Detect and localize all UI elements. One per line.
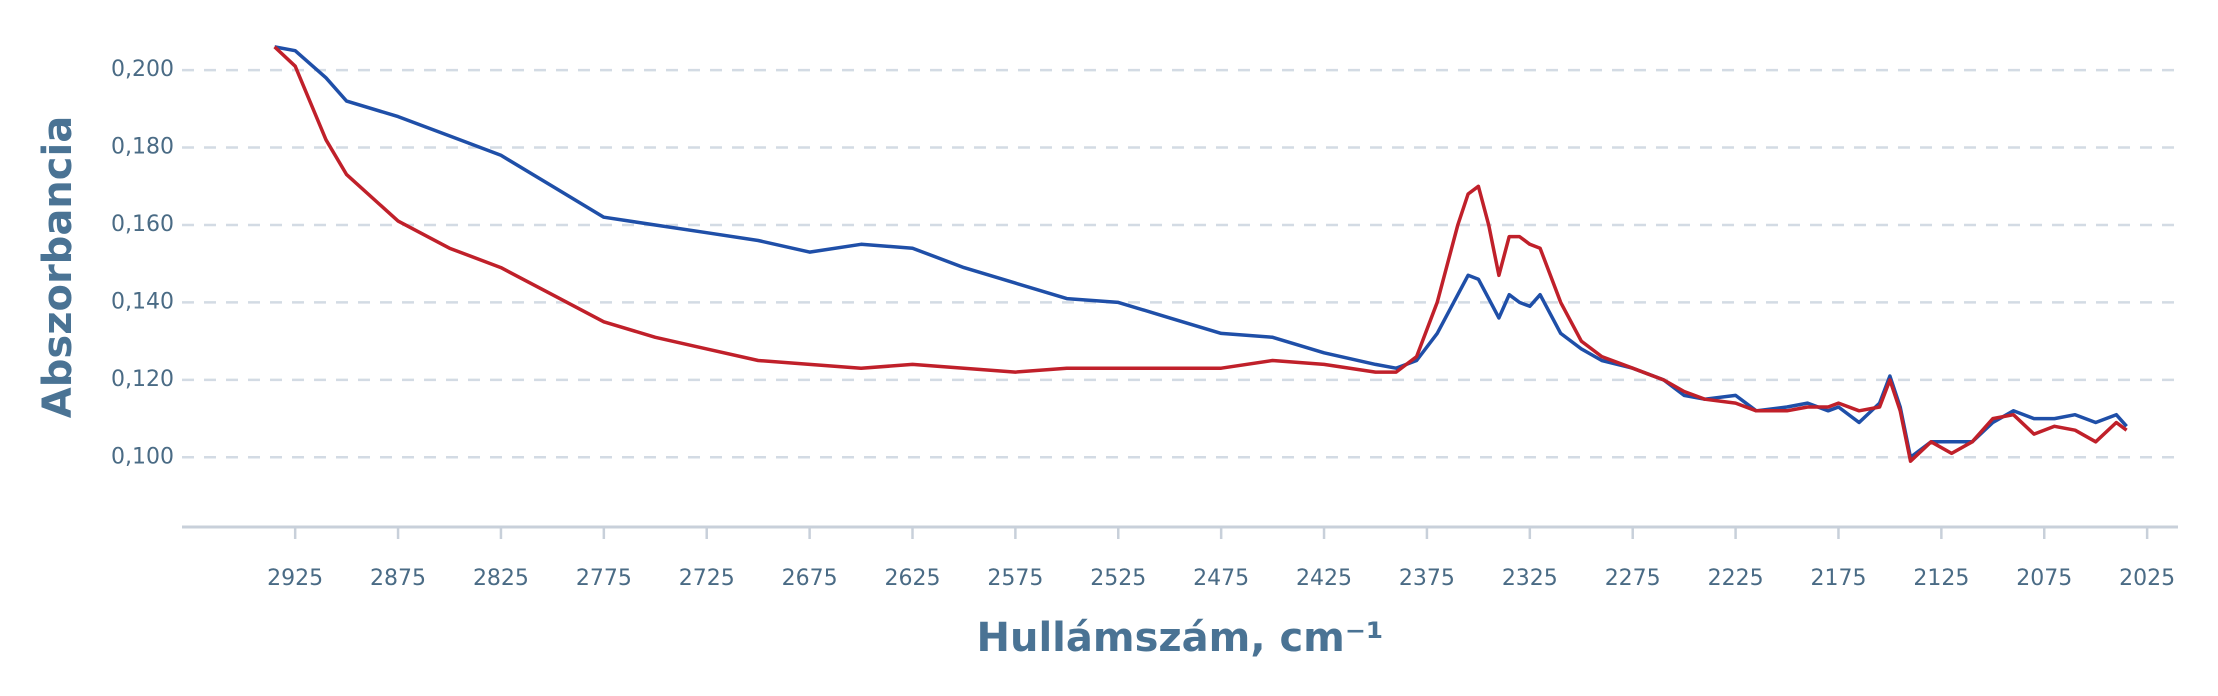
- x-tick-label: 2425: [1296, 566, 1352, 591]
- x-tick-label: 2025: [2119, 566, 2175, 591]
- x-axis-title: Hullámszám, cm⁻¹: [977, 615, 1384, 661]
- data-line: [273, 45, 2128, 463]
- x-tick-label: 2375: [1399, 566, 1455, 591]
- x-tick-label: 2525: [1090, 566, 1146, 591]
- x-tick-label: 2725: [679, 566, 735, 591]
- x-tick-label: 2775: [576, 566, 632, 591]
- x-tick-label: 2925: [267, 566, 323, 591]
- x-tick-label: 2475: [1193, 566, 1249, 591]
- x-tick-label: 2575: [987, 566, 1043, 591]
- y-tick-label: 0,120: [111, 367, 174, 392]
- x-tick-label: 2825: [473, 566, 529, 591]
- x-tick-label: 2325: [1502, 566, 1558, 591]
- y-tick-label: 0,100: [111, 444, 174, 469]
- x-tick-label: 2075: [2016, 566, 2072, 591]
- x-tick-label: 2675: [782, 566, 838, 591]
- x-tick-label: 2175: [1810, 566, 1866, 591]
- x-tick-label: 2275: [1605, 566, 1661, 591]
- y-tick-label: 0,160: [111, 212, 174, 237]
- y-tick-label: 0,140: [111, 289, 174, 314]
- x-tick-label: 2875: [370, 566, 426, 591]
- y-tick-label: 0,180: [111, 135, 174, 160]
- x-tick-label: 2125: [1913, 566, 1969, 591]
- x-tick-label: 2625: [884, 566, 940, 591]
- x-tick-label: 2225: [1708, 566, 1764, 591]
- y-axis-title: Abszorbancia: [35, 116, 81, 418]
- y-tick-label: 0,200: [111, 57, 174, 82]
- data-line: [274, 45, 2128, 460]
